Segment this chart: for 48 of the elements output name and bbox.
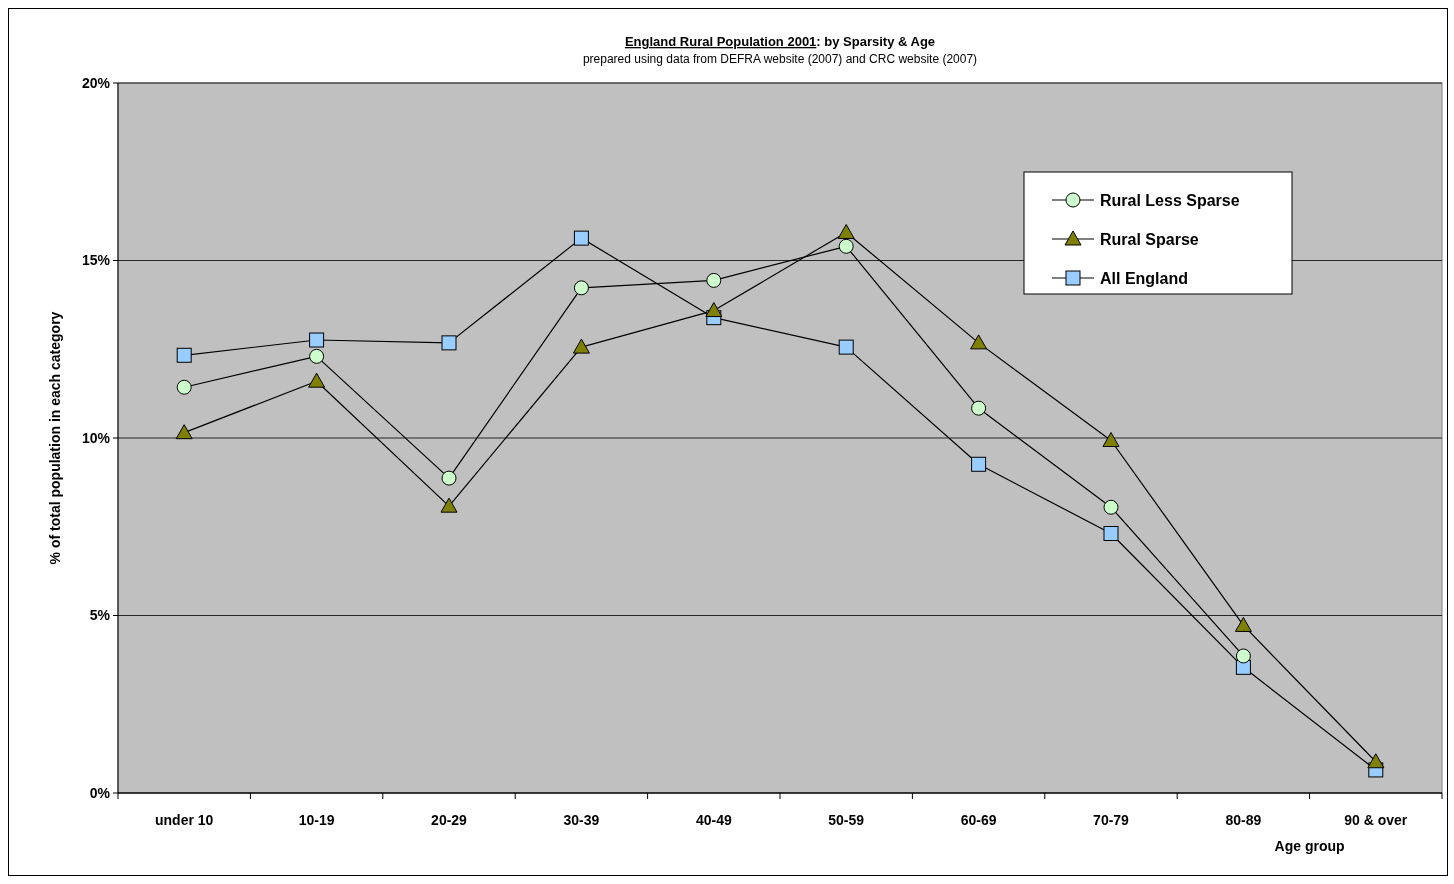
x-tick-label: 60-69: [960, 812, 997, 828]
point: [837, 223, 855, 239]
y-tick-label: 5%: [89, 607, 111, 624]
point: [176, 347, 192, 363]
point: [705, 302, 723, 318]
legend-label: Rural Less Sparse: [1100, 191, 1240, 209]
x-tick-label: 80-89: [1225, 812, 1262, 828]
point: [309, 332, 325, 348]
y-tick-label: 10%: [81, 429, 111, 446]
point: [1103, 499, 1119, 515]
x-tick-label: under 10: [155, 812, 214, 828]
x-tick-label: 70-79: [1093, 812, 1130, 828]
point: [573, 230, 589, 246]
point: [176, 379, 192, 395]
point: [1235, 648, 1251, 664]
chart-subtitle: prepared using data from DEFRA website (2007) and CRC website (2007): [582, 52, 978, 66]
x-tick-label: 90 & over: [1344, 812, 1408, 828]
x-tick-label: 20-29: [431, 812, 468, 828]
point: [1102, 431, 1120, 447]
y-axis-title: % of total population in each category: [47, 311, 63, 565]
point: [440, 497, 458, 513]
point: [971, 456, 987, 472]
point: [572, 338, 590, 354]
x-tick-label: 40-49: [695, 812, 732, 828]
x-axis-title: Age group: [1274, 838, 1345, 854]
legend-label: All England: [1100, 269, 1188, 287]
point: [1234, 616, 1252, 632]
point: [309, 348, 325, 364]
point: [441, 470, 457, 486]
point: [1103, 526, 1119, 541]
x-tick-label: 50-59: [828, 812, 865, 828]
y-tick-label: 0%: [89, 784, 111, 801]
point: [970, 334, 988, 350]
point: [706, 272, 722, 288]
point: [838, 339, 854, 355]
y-tick-label: 20%: [81, 74, 111, 91]
x-tick-label: 30-39: [563, 812, 600, 828]
point: [573, 280, 589, 296]
y-tick-label: 15%: [81, 252, 111, 269]
point: [308, 372, 326, 388]
legend-label: Rural Sparse: [1100, 230, 1199, 248]
x-tick-label: 10-19: [298, 812, 335, 828]
point: [175, 424, 193, 440]
point: [441, 335, 457, 351]
point: [1367, 753, 1385, 769]
chart-title: England Rural Population 2001: by Sparsity & Age: [624, 34, 936, 49]
point: [838, 238, 854, 254]
point: [971, 400, 987, 416]
